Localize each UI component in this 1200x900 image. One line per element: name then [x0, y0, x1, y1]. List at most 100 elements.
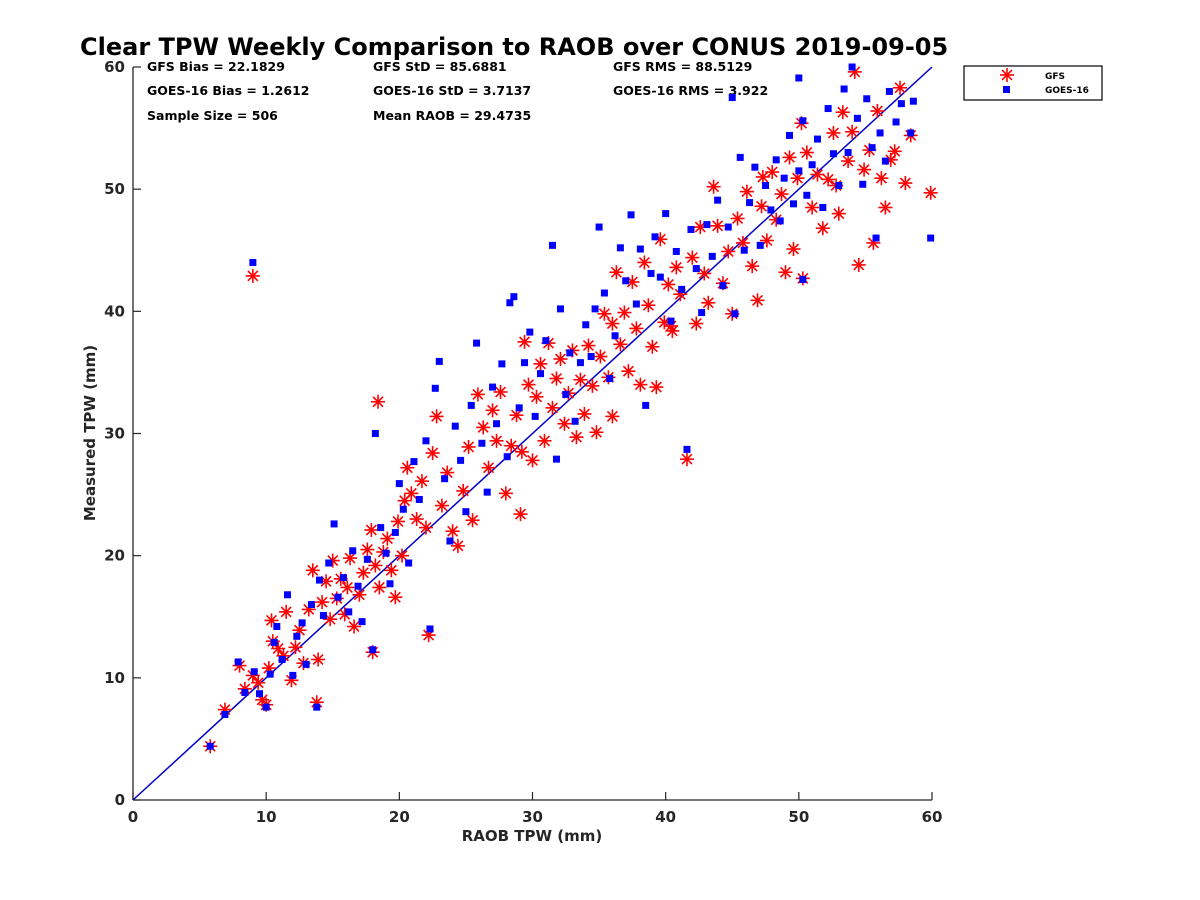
goes-16-point — [536, 370, 544, 378]
gfs-point — [835, 105, 850, 120]
series-gfs — [203, 64, 938, 754]
goes-16-point — [441, 475, 449, 483]
goes-16-point — [221, 710, 229, 718]
goes-16-point — [249, 258, 257, 266]
goes-16-point — [829, 150, 837, 158]
goes-16-point — [313, 703, 321, 711]
goes-16-point — [616, 244, 624, 252]
gfs-point — [549, 371, 564, 386]
goes-16-point — [283, 591, 291, 599]
legend-box — [963, 65, 1103, 101]
gfs-point — [874, 171, 889, 186]
goes-16-point — [293, 632, 301, 640]
gfs-point — [245, 268, 260, 283]
gfs-point — [778, 265, 793, 280]
goes-16-point — [278, 656, 286, 664]
gfs-point — [831, 206, 846, 221]
goes-16-point — [345, 608, 353, 616]
gfs-point — [641, 298, 656, 313]
gfs-point — [391, 514, 406, 529]
goes-16-point — [358, 618, 366, 626]
y-tick-label: 30 — [104, 425, 125, 443]
gfs-point — [504, 438, 519, 453]
x-axis-ticks: 0 10 20 30 40 50 60 — [128, 792, 942, 826]
goes-16-point — [627, 211, 635, 219]
goes-16-point — [876, 129, 884, 137]
goes-16-point — [435, 357, 443, 365]
gfs-point — [799, 145, 814, 160]
y-tick-label: 40 — [104, 302, 125, 320]
stat-sample-size: Sample Size = 506 — [147, 108, 278, 123]
gfs-point — [593, 349, 608, 364]
gfs-point — [697, 266, 712, 281]
goes-16-point — [382, 549, 390, 557]
goes-16-point — [241, 688, 249, 696]
gfs-point — [465, 513, 480, 528]
goes-16-point — [526, 328, 534, 336]
goes-16-point — [334, 593, 342, 601]
gfs-point — [774, 187, 789, 202]
goes-16-point — [289, 671, 297, 679]
goes-16-point — [863, 95, 871, 103]
gfs-point — [569, 430, 584, 445]
gfs-point — [755, 169, 770, 184]
goes-16-point — [325, 559, 333, 567]
y-tick-label: 50 — [104, 180, 125, 198]
gfs-point — [754, 199, 769, 214]
goes-16-point — [262, 703, 270, 711]
gfs-point — [841, 154, 856, 169]
gfs-point — [404, 486, 419, 501]
goes-16-point — [736, 153, 744, 161]
gfs-point — [750, 293, 765, 308]
goes-16-point — [714, 196, 722, 204]
gfs-point — [288, 640, 303, 655]
goes-16-point — [728, 94, 736, 102]
gfs-point — [279, 604, 294, 619]
y-tick-label: 20 — [104, 547, 125, 565]
gfs-point — [493, 384, 508, 399]
gfs-point — [857, 162, 872, 177]
goes-16-point — [808, 161, 816, 169]
legend-gfs-label: GFS — [1045, 72, 1065, 82]
legend-gfs-asterisk — [1000, 68, 1014, 82]
gfs-point — [573, 372, 588, 387]
gfs-point — [372, 580, 387, 595]
goes-16-point — [399, 505, 407, 513]
goes-16-point — [302, 660, 310, 668]
goes-16-point — [377, 524, 385, 532]
goes-16-point — [415, 495, 423, 503]
gfs-point — [425, 446, 440, 461]
goes-16-point — [483, 488, 491, 496]
gfs-point — [485, 403, 500, 418]
goes-16-point — [687, 225, 695, 233]
goes-16-point — [510, 293, 518, 301]
goes-16-point — [719, 282, 727, 290]
gfs-point — [577, 406, 592, 421]
gfs-point — [685, 250, 700, 265]
goes-16-point — [909, 97, 917, 105]
goes-16-point — [636, 245, 644, 253]
goes-16-point — [692, 265, 700, 273]
gfs-point — [637, 255, 652, 270]
goes-16-point — [776, 217, 784, 225]
goes-16-point — [503, 453, 511, 461]
goes-16-point — [315, 576, 323, 584]
gfs-point — [898, 176, 913, 191]
gfs-point — [669, 260, 684, 275]
gfs-point — [352, 587, 367, 602]
chart-legend: GFS GOES-16 — [963, 65, 1103, 101]
goes-16-point — [731, 310, 739, 318]
gfs-point — [305, 563, 320, 578]
goes-16-point — [746, 199, 754, 207]
goes-16-point — [600, 289, 608, 297]
goes-16-point — [647, 269, 655, 277]
gfs-point — [470, 387, 485, 402]
goes-16-point — [819, 203, 827, 211]
chart-title: Clear TPW Weekly Comparison to RAOB over… — [80, 33, 948, 61]
goes-16-point — [339, 574, 347, 582]
goes-16-point — [349, 547, 357, 555]
goes-16-point — [651, 233, 659, 241]
gfs-point — [514, 444, 529, 459]
goes-16-point — [582, 321, 590, 329]
gfs-point — [456, 483, 471, 498]
